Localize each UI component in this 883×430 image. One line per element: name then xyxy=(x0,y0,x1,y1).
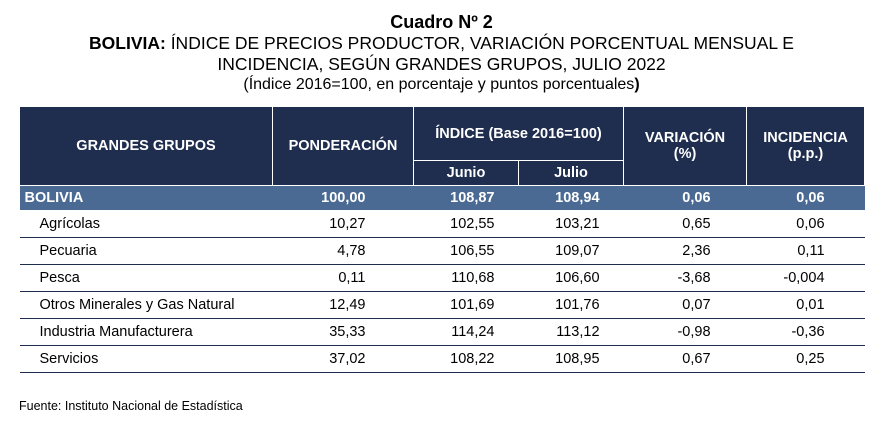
row-variacion: 0,67 xyxy=(623,345,747,373)
header-junio: Junio xyxy=(413,160,519,186)
header-julio: Julio xyxy=(517,160,625,186)
table-row: Industria Manufacturera 35,33 114,24 113… xyxy=(19,318,865,346)
total-junio: 108,87 xyxy=(413,185,519,211)
total-row: BOLIVIA 100,00 108,87 108,94 0,06 0,06 xyxy=(19,185,865,211)
header-grandes-grupos: GRANDES GRUPOS xyxy=(19,106,273,186)
header-ponderacion: PONDERACIÓN xyxy=(272,106,414,186)
table-row: Agrícolas 10,27 102,55 103,21 0,65 0,06 xyxy=(19,210,865,238)
header-indice: ÍNDICE (Base 2016=100) xyxy=(412,106,625,161)
row-variacion: 0,65 xyxy=(623,210,747,238)
row-name: Industria Manufacturera xyxy=(19,318,273,346)
header-row: GRANDES GRUPOS PONDERACIÓN ÍNDICE (Base … xyxy=(19,106,866,186)
total-incidencia: 0,06 xyxy=(746,185,865,211)
title-country: BOLIVIA: xyxy=(89,33,166,53)
row-incidencia: 0,06 xyxy=(746,210,865,238)
row-junio: 101,69 xyxy=(413,291,519,319)
table-row: Pesca 0,11 110,68 106,60 -3,68 -0,004 xyxy=(19,264,865,292)
table-row: Otros Minerales y Gas Natural 12,49 101,… xyxy=(19,291,865,319)
row-junio: 110,68 xyxy=(413,264,519,292)
source-note: Fuente: Instituto Nacional de Estadístic… xyxy=(19,399,243,413)
total-name: BOLIVIA xyxy=(19,185,273,211)
row-variacion: -0,98 xyxy=(623,318,747,346)
table-title-block: Cuadro Nº 2 BOLIVIA: ÍNDICE DE PRECIOS P… xyxy=(0,12,883,94)
row-junio: 102,55 xyxy=(413,210,519,238)
subtitle-text: Índice 2016=100, en porcentaje y puntos … xyxy=(248,76,635,93)
row-ponderacion: 10,27 xyxy=(272,210,414,238)
row-julio: 113,12 xyxy=(518,318,624,346)
price-index-table: GRANDES GRUPOS PONDERACIÓN ÍNDICE (Base … xyxy=(19,106,866,373)
row-junio: 114,24 xyxy=(413,318,519,346)
row-variacion: 0,07 xyxy=(623,291,747,319)
row-julio: 103,21 xyxy=(518,210,624,238)
table-row: Servicios 37,02 108,22 108,95 0,67 0,25 xyxy=(19,345,865,373)
header-variacion-unit: (%) xyxy=(673,146,697,162)
total-julio: 108,94 xyxy=(518,185,624,211)
total-variacion: 0,06 xyxy=(623,185,747,211)
row-ponderacion: 0,11 xyxy=(272,264,414,292)
row-ponderacion: 12,49 xyxy=(272,291,414,319)
row-name: Otros Minerales y Gas Natural xyxy=(19,291,273,319)
title-text: ÍNDICE DE PRECIOS PRODUCTOR, VARIACIÓN P… xyxy=(165,33,794,53)
row-variacion: -3,68 xyxy=(623,264,747,292)
row-name: Pesca xyxy=(19,264,273,292)
row-incidencia: 0,01 xyxy=(746,291,865,319)
header-variacion-label: VARIACIÓN xyxy=(644,130,726,146)
row-junio: 106,55 xyxy=(413,237,519,265)
subtitle-open-paren: ( xyxy=(243,76,249,93)
row-name: Servicios xyxy=(19,345,273,373)
row-incidencia: 0,25 xyxy=(746,345,865,373)
table-number: Cuadro Nº 2 xyxy=(390,12,493,32)
table-title-line-1: BOLIVIA: ÍNDICE DE PRECIOS PRODUCTOR, VA… xyxy=(0,33,883,54)
row-ponderacion: 37,02 xyxy=(272,345,414,373)
header-variacion: VARIACIÓN (%) xyxy=(623,106,748,186)
header-incidencia-label: INCIDENCIA xyxy=(763,130,848,146)
row-name: Pecuaria xyxy=(19,237,273,265)
row-incidencia: -0,004 xyxy=(746,264,865,292)
table-title-line-2: INCIDENCIA, SEGÚN GRANDES GRUPOS, JULIO … xyxy=(217,54,666,74)
row-incidencia: -0,36 xyxy=(746,318,865,346)
row-incidencia: 0,11 xyxy=(746,237,865,265)
total-ponderacion: 100,00 xyxy=(272,185,414,211)
row-junio: 108,22 xyxy=(413,345,519,373)
row-name: Agrícolas xyxy=(19,210,273,238)
subheader-row: Junio Julio xyxy=(20,160,865,186)
row-variacion: 2,36 xyxy=(623,237,747,265)
header-incidencia: INCIDENCIA (p.p.) xyxy=(746,106,866,186)
row-julio: 106,60 xyxy=(518,264,624,292)
row-julio: 101,76 xyxy=(518,291,624,319)
row-julio: 109,07 xyxy=(518,237,624,265)
row-ponderacion: 35,33 xyxy=(272,318,414,346)
table-row: Pecuaria 4,78 106,55 109,07 2,36 0,11 xyxy=(19,237,865,265)
row-ponderacion: 4,78 xyxy=(272,237,414,265)
row-julio: 108,95 xyxy=(518,345,624,373)
header-incidencia-unit: (p.p.) xyxy=(787,146,824,162)
subtitle-close-paren: ) xyxy=(634,76,640,93)
table-subtitle: (Índice 2016=100, en porcentaje y puntos… xyxy=(0,75,883,94)
